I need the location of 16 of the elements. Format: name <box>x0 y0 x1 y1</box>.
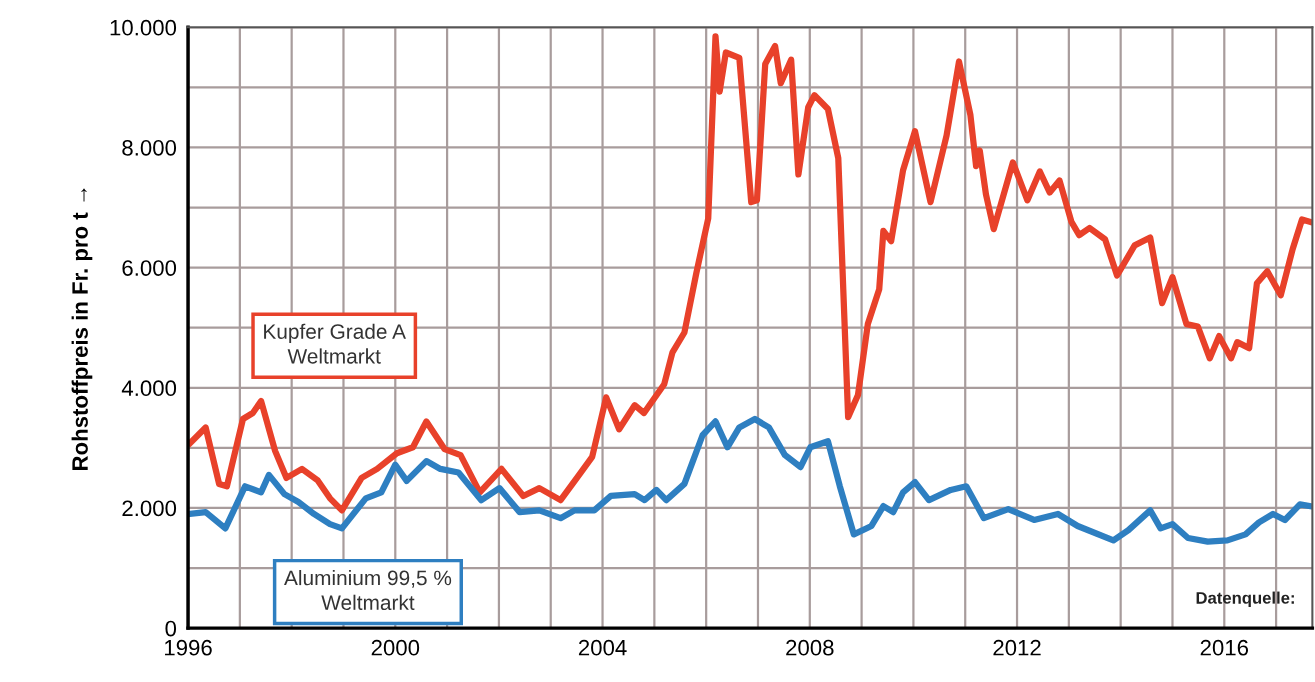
x-tick-label: 2016 <box>1200 639 1249 656</box>
y-tick-label: 10.000 <box>110 19 177 36</box>
y-tick-label: 8.000 <box>122 139 177 156</box>
y-tick-label: 2.000 <box>122 500 177 517</box>
x-tick-label: 2008 <box>786 639 834 656</box>
y-tick-label: 4.000 <box>121 380 177 397</box>
text: Aluminium 99,5 % Weltmarkt <box>284 570 452 611</box>
x-tick-label: 2000 <box>371 639 420 656</box>
x-tick-label: 2004 <box>578 639 627 656</box>
y-tick-label: 6.000 <box>122 260 177 276</box>
series-label: Kupfer Grade A Weltmarkt <box>264 323 406 364</box>
y-axis-title: Rohstoffpreis in Fr. pro t → <box>71 188 93 471</box>
x-tick-label: 2012 <box>993 639 1041 656</box>
x-tick-label: 1996 <box>165 639 212 656</box>
y-tick-label: 0 <box>165 620 177 637</box>
annotation: Datenquelle: <box>1196 591 1294 608</box>
